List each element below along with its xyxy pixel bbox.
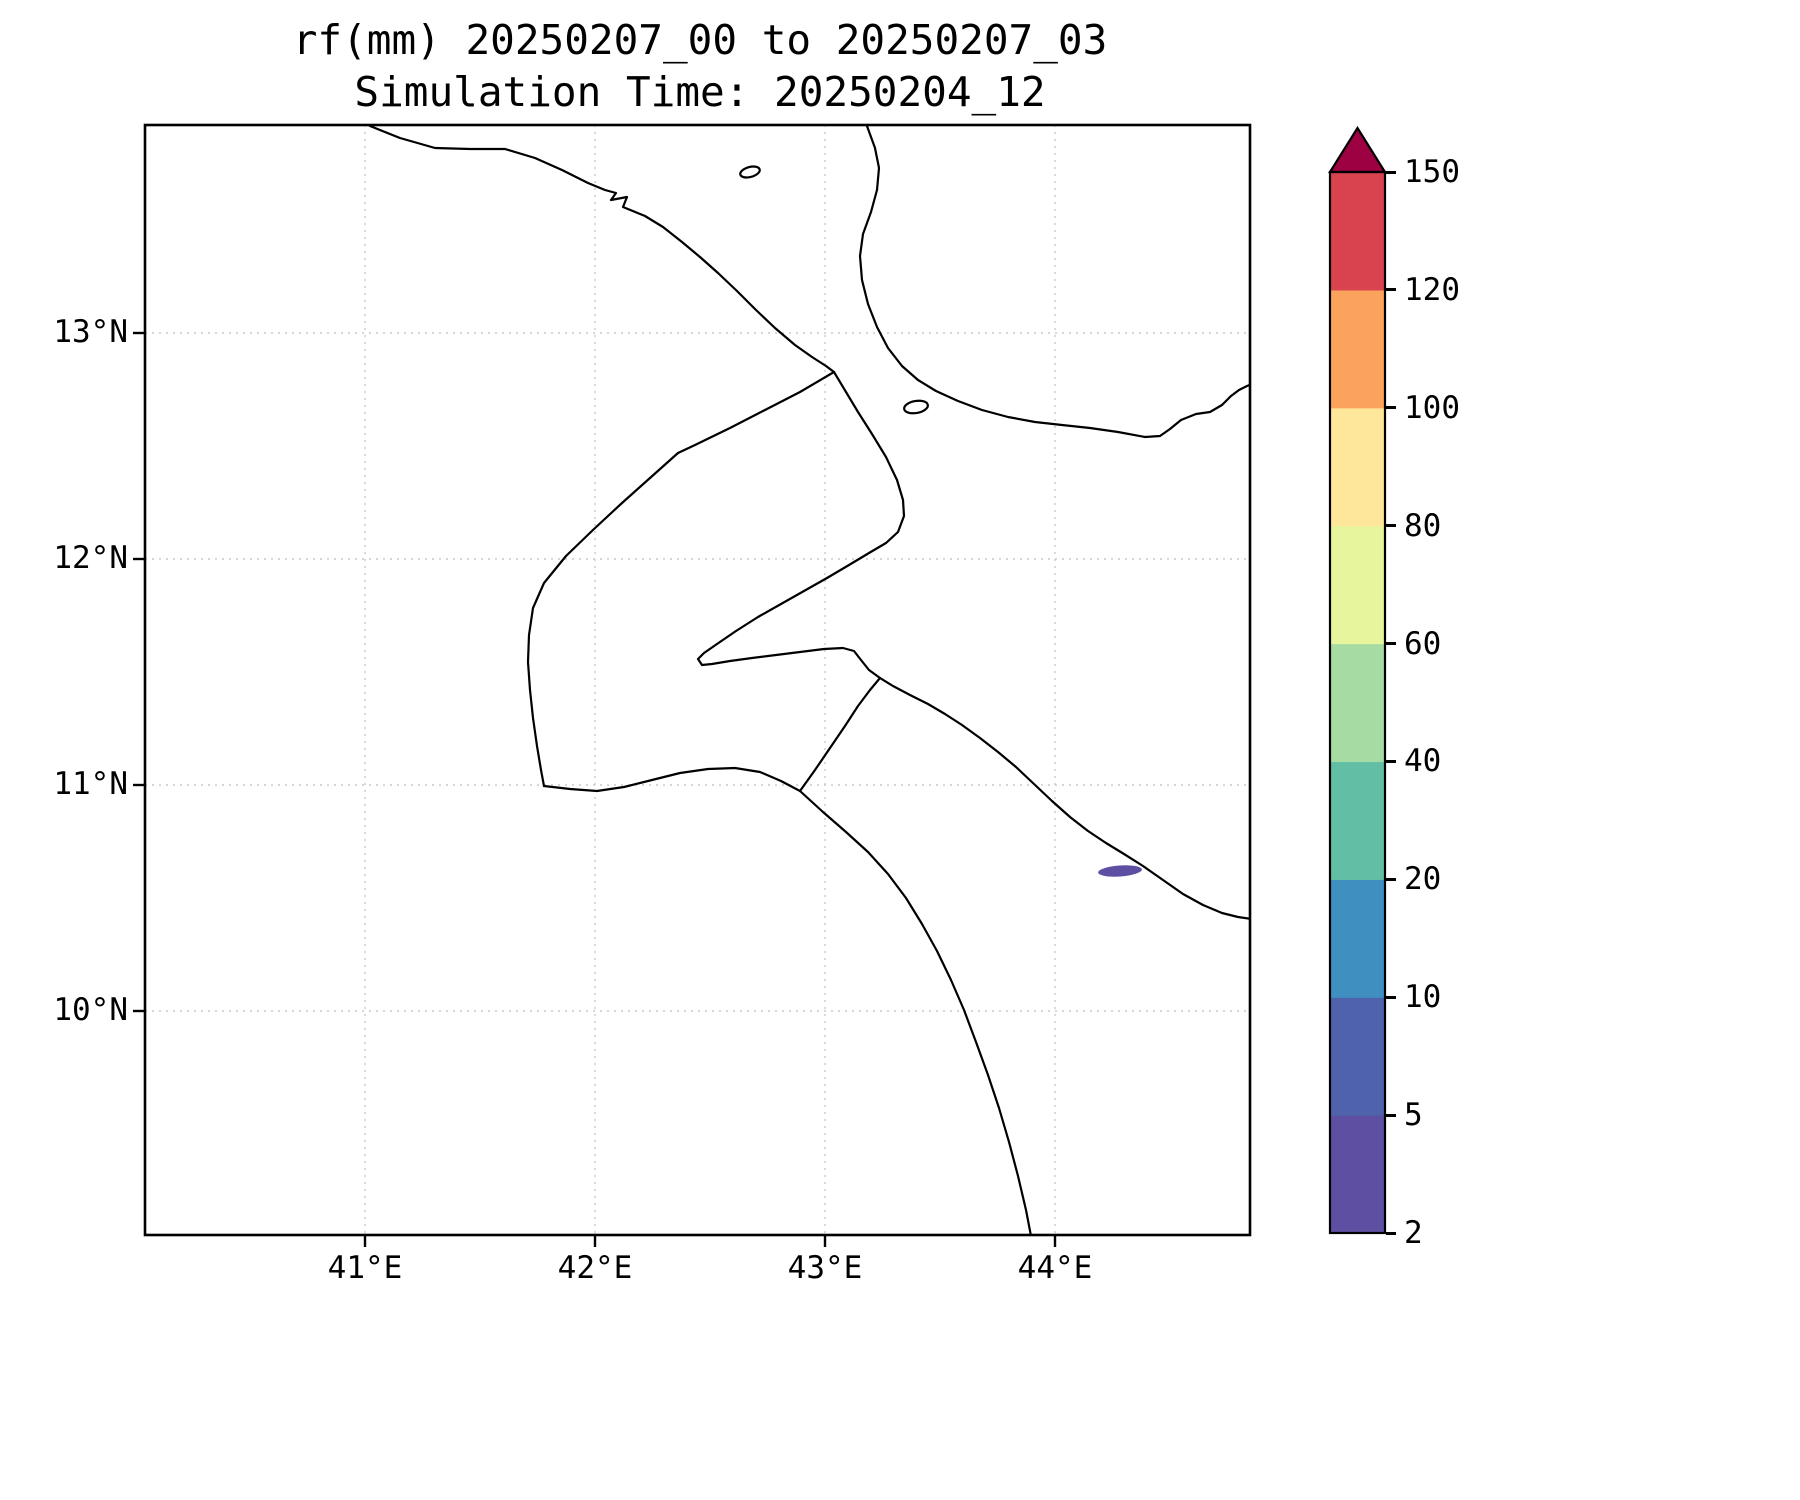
colorbar-outline xyxy=(1328,170,1387,1235)
x-tick-label: 44°E xyxy=(1017,1250,1093,1286)
colorbar-tick-label: 10 xyxy=(1404,979,1442,1016)
colorbar-tick xyxy=(1386,406,1396,410)
colorbar-segment xyxy=(1330,407,1385,527)
colorbar-tick xyxy=(1386,877,1396,881)
colorbar-segment xyxy=(1330,761,1385,880)
colorbar-segment xyxy=(1330,997,1385,1116)
colorbar-segment xyxy=(1330,525,1385,645)
colorbar-segment xyxy=(1330,289,1385,409)
x-tick-label: 43°E xyxy=(787,1250,863,1286)
y-tick-label: 10°N xyxy=(53,992,128,1028)
border-djibouti-somaliland xyxy=(798,676,882,793)
colorbar-tick xyxy=(1386,1231,1396,1235)
colorbar-tick-label: 60 xyxy=(1404,625,1442,662)
title-line-1: rf(mm) 20250207_00 to 20250207_03 xyxy=(292,16,1108,64)
border-ethiopia-somaliland xyxy=(798,789,1032,1235)
colorbar-tick-label: 120 xyxy=(1404,271,1460,308)
colorbar-tick-label: 5 xyxy=(1404,1097,1423,1134)
colorbar-tick xyxy=(1386,642,1396,646)
island-perim xyxy=(903,399,929,415)
x-tick-label: 41°E xyxy=(327,1250,403,1286)
y-tick-label: 12°N xyxy=(53,540,128,576)
colorbar-tick xyxy=(1386,170,1396,174)
y-tick-label: 11°N xyxy=(53,766,128,802)
colorbar-tick-label: 40 xyxy=(1404,743,1442,780)
colorbar-segment xyxy=(1330,879,1385,998)
colorbar-segment xyxy=(1330,172,1385,291)
plot-title: rf(mm) 20250207_00 to 20250207_03 Simula… xyxy=(150,14,1250,118)
coastline-red-sea xyxy=(368,125,836,374)
y-tick-label: 13°N xyxy=(53,314,128,350)
colorbar-tick-label: 80 xyxy=(1404,507,1442,544)
coastline-yemen xyxy=(858,125,1250,439)
title-line-2: Simulation Time: 20250204_12 xyxy=(354,68,1046,116)
colorbar-tick xyxy=(1386,288,1396,292)
colorbar-segment xyxy=(1330,1115,1385,1234)
colorbar-tick-label: 20 xyxy=(1404,861,1442,898)
plot-frame xyxy=(143,123,1252,1237)
gridlines xyxy=(145,125,1250,1235)
colorbar-tick xyxy=(1386,759,1396,763)
axis-ticks xyxy=(133,331,1057,1247)
colorbar-tick-label: 2 xyxy=(1404,1215,1423,1251)
rain-cell xyxy=(1098,865,1142,877)
colorbar-tick-label: 100 xyxy=(1404,389,1460,426)
colorbar-segment xyxy=(1330,643,1385,763)
x-tick-label: 42°E xyxy=(557,1250,633,1286)
colorbar-tick xyxy=(1386,1113,1396,1117)
colorbar-overflow-arrow xyxy=(1328,125,1387,174)
border-djibouti-south xyxy=(542,766,802,793)
border-eritrea-djibouti xyxy=(676,370,836,455)
coastline-djibouti-gulf-of-aden xyxy=(696,370,1250,920)
colorbar xyxy=(1330,172,1385,1234)
island-red-sea xyxy=(739,165,761,179)
colorbar-tick xyxy=(1386,524,1396,528)
border-djibouti-west xyxy=(526,451,680,788)
colorbar-tick-label: 150 xyxy=(1404,154,1460,190)
colorbar-tick xyxy=(1386,995,1396,999)
